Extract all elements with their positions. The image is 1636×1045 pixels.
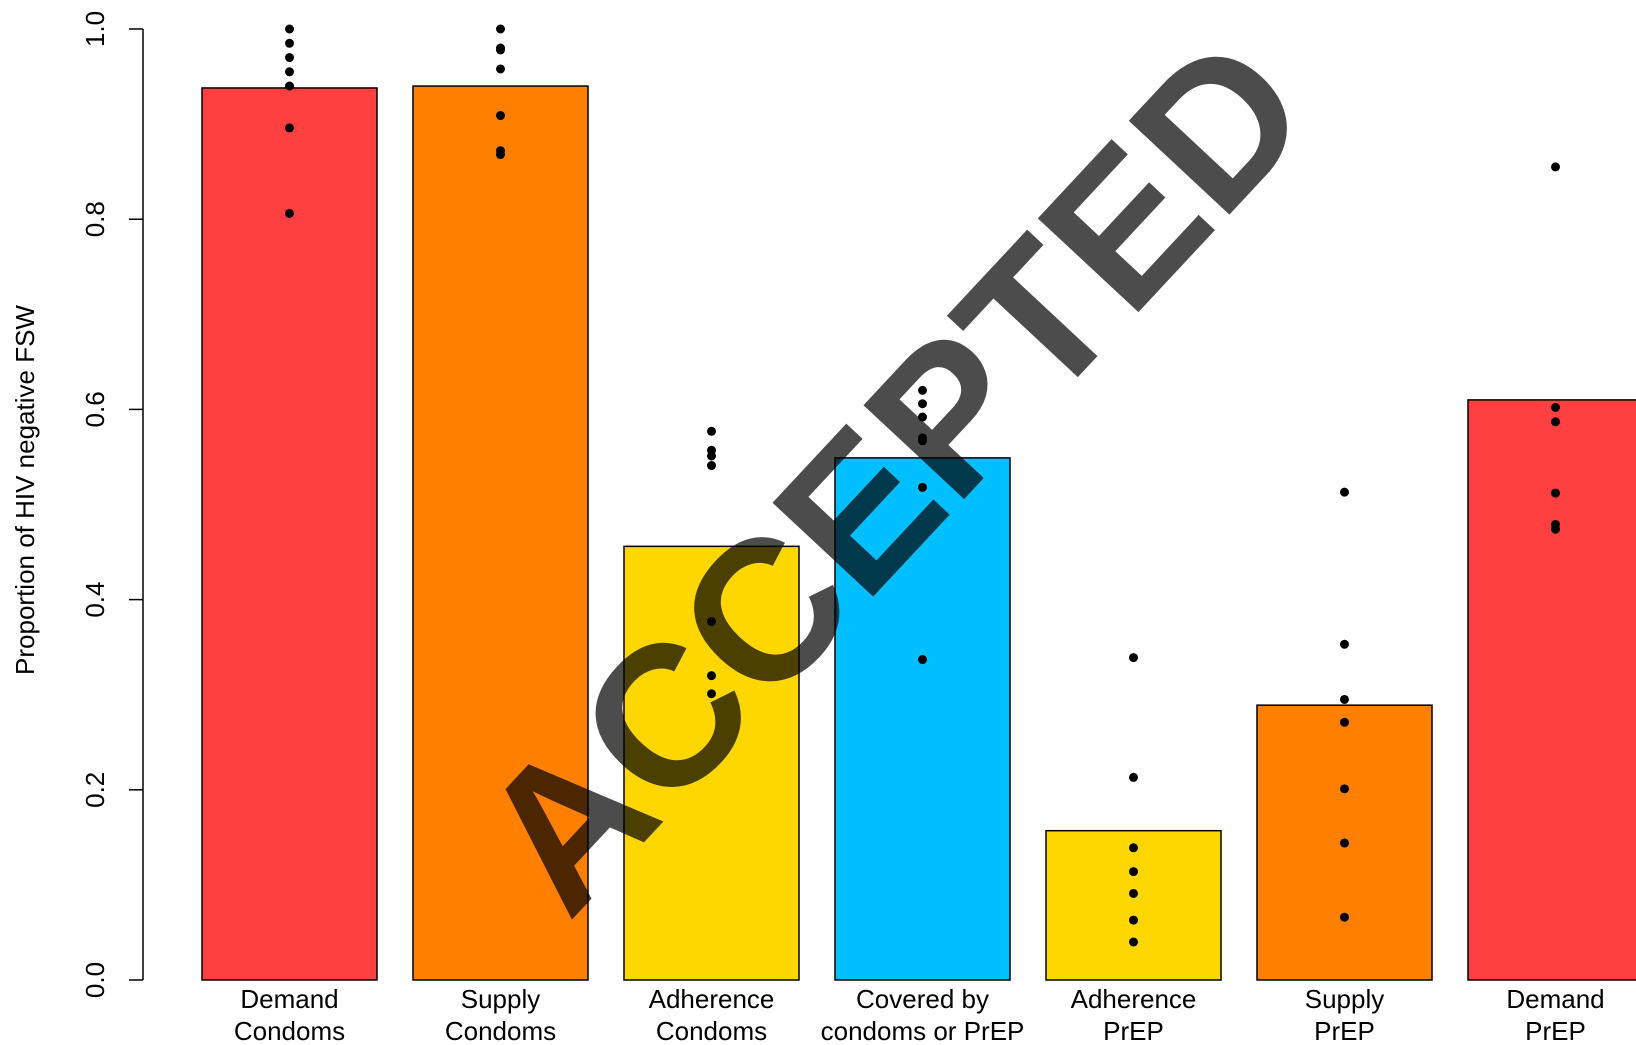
data-point [285,24,294,34]
data-point [1551,417,1560,427]
data-point [707,451,716,461]
data-point [707,616,716,626]
data-point [1340,639,1349,649]
data-point [1129,915,1138,925]
data-point [707,426,716,436]
x-axis-labels: DemandCondomsSupplyCondomsAdherenceCondo… [234,984,1605,1045]
x-tick-label: PrEP [1314,1016,1375,1045]
data-point [285,123,294,133]
x-tick-label: Supply [461,984,541,1014]
bar [201,87,378,981]
bar [412,85,589,981]
x-tick-label: Covered by [856,984,989,1014]
data-points [285,24,1560,947]
x-tick-label: condoms or PrEP [821,1016,1025,1045]
data-point [707,689,716,699]
data-point [918,399,927,409]
x-tick-label: Condoms [234,1016,345,1045]
x-tick-label: Adherence [1071,984,1197,1014]
y-tick-label: 0.8 [80,201,110,237]
data-point [1129,653,1138,663]
x-tick-label: Adherence [649,984,775,1014]
y-axis-label: Proportion of HIV negative FSW [10,305,40,675]
data-point [1129,867,1138,877]
x-tick-label: Demand [240,984,338,1014]
y-tick-label: 0.4 [80,582,110,618]
bar [1045,829,1222,981]
data-point [496,45,505,55]
data-point [1129,843,1138,853]
data-point [496,64,505,74]
y-tick-label: 0.2 [80,772,110,808]
data-point [496,24,505,34]
data-point [1551,402,1560,412]
data-point [1340,717,1349,727]
data-point [918,385,927,395]
x-tick-label: Condoms [445,1016,556,1045]
x-tick-label: PrEP [1525,1016,1586,1045]
data-point [1340,487,1349,497]
data-point [496,150,505,160]
y-tick-label: 1.0 [80,11,110,47]
x-tick-label: PrEP [1103,1016,1164,1045]
y-tick-label: 0.6 [80,391,110,427]
data-point [1551,162,1560,172]
y-axis: 0.0 0.2 0.4 0.6 0.8 1.0 [80,11,144,998]
data-point [496,111,505,121]
x-tick-label: Supply [1305,984,1385,1014]
x-tick-label: Condoms [656,1016,767,1045]
data-point [285,67,294,77]
data-point [1340,838,1349,848]
y-tick-label: 0.0 [80,962,110,998]
data-point [1551,488,1560,498]
data-point [1340,912,1349,922]
data-point [285,38,294,48]
data-point [918,436,927,446]
data-point [1340,784,1349,794]
data-point [1551,524,1560,534]
data-point [918,412,927,422]
data-point [1129,937,1138,947]
data-point [1129,888,1138,898]
data-point [285,81,294,91]
data-point [918,482,927,492]
x-tick-label: Demand [1506,984,1604,1014]
bars [201,85,1636,981]
data-point [285,208,294,218]
data-point [1340,694,1349,704]
data-point [285,53,294,63]
bar [834,457,1011,981]
data-point [918,655,927,665]
bar [1467,399,1636,981]
data-point [707,461,716,471]
data-point [1129,772,1138,782]
data-point [707,671,716,681]
